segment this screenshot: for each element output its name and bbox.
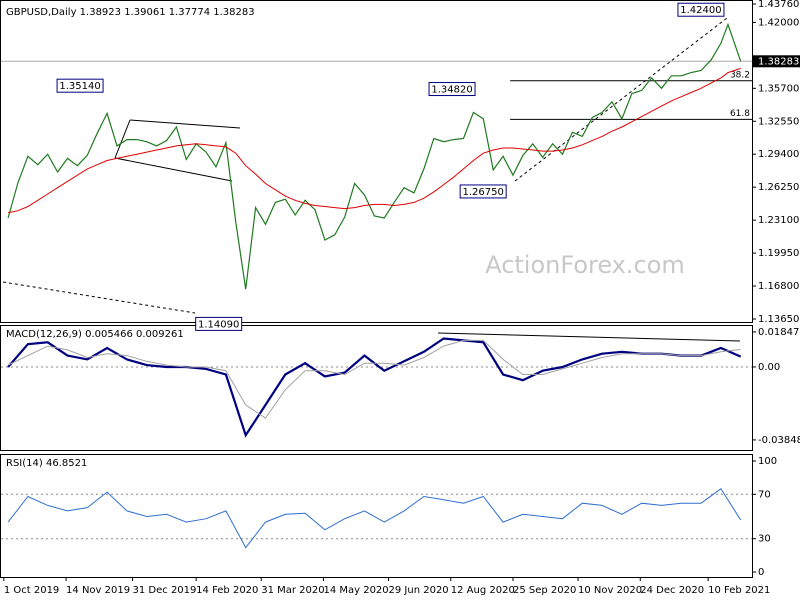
last-price-label: 1.38283: [758, 56, 799, 67]
y-tick-label: -0.038486: [758, 435, 800, 446]
y-tick-label: 0: [758, 567, 764, 578]
x-tick-label: 25 Sep 2020: [513, 585, 576, 596]
annotation-label: 1.42400: [680, 5, 721, 16]
x-tick-label: 14 Feb 2020: [196, 585, 258, 596]
series-line: [7, 22, 742, 290]
series-line: [7, 67, 741, 214]
x-tick-label: 10 Feb 2021: [708, 585, 770, 596]
fib-label: 38.2: [730, 70, 750, 80]
panel-title: MACD(12,26,9) 0.005466 0.009261: [6, 329, 184, 340]
annotation-box: [195, 316, 243, 331]
annotation-box: [56, 78, 104, 93]
trendline: [437, 332, 741, 342]
y-tick-label: 1.13650: [758, 314, 799, 325]
annotation-box: [459, 184, 507, 199]
rsi-panel: [0, 454, 753, 578]
panel-title: GBPUSD,Daily 1.38923 1.39061 1.37774 1.3…: [6, 7, 255, 18]
x-tick-label: 1 Oct 2019: [4, 585, 59, 596]
y-tick-label: 30: [758, 534, 771, 545]
annotation-label: 1.35140: [59, 81, 100, 92]
annotation-label: 1.14090: [198, 319, 239, 330]
y-tick-label: 70: [758, 489, 771, 500]
y-tick-label: 1.26250: [758, 182, 799, 193]
x-tick-label: 29 Jun 2020: [389, 585, 449, 596]
x-tick-label: 31 Mar 2020: [261, 585, 324, 596]
y-tick-label: 1.19950: [758, 248, 799, 259]
price-panel: [0, 0, 753, 323]
y-tick-label: 1.32550: [758, 116, 799, 127]
macd-panel: [0, 325, 753, 451]
y-tick-label: 1.42000: [758, 17, 799, 28]
trendlines: [2, 17, 741, 342]
x-tick-label: 24 Dec 2020: [640, 585, 704, 596]
annotation-box: [677, 2, 725, 17]
y-tick-label: 1.35700: [758, 83, 799, 94]
series-line: [7, 487, 742, 549]
x-tick-label: 12 Aug 2020: [451, 585, 515, 596]
y-tick-label: 0.00: [758, 362, 780, 373]
trendline: [2, 281, 196, 314]
x-tick-label: 14 May 2020: [323, 585, 388, 596]
watermark: ActionForex.com: [485, 251, 685, 279]
series-line: [7, 339, 741, 419]
annotation-label: 1.26750: [462, 187, 503, 198]
x-tick-label: 31 Dec 2019: [133, 585, 197, 596]
y-tick-label: 1.29400: [758, 149, 799, 160]
x-tick-label: 10 Nov 2020: [578, 585, 642, 596]
y-tick-label: 100: [758, 456, 777, 467]
trendline: [114, 119, 131, 159]
y-tick-label: 1.23100: [758, 215, 799, 226]
fib-label: 61.8: [730, 109, 750, 119]
y-tick-label: 0.018471: [758, 327, 800, 338]
x-tick-label: 14 Nov 2019: [66, 585, 130, 596]
y-tick-label: 1.43760: [758, 0, 799, 10]
trendline: [114, 157, 233, 182]
last-price-box: [753, 55, 800, 68]
trendline: [129, 119, 241, 129]
annotation-box: [428, 82, 476, 97]
y-tick-label: 1.16800: [758, 281, 799, 292]
panel-title: RSI(14) 46.8521: [6, 458, 87, 469]
trendline: [514, 17, 728, 182]
annotation-label: 1.34820: [431, 85, 472, 96]
